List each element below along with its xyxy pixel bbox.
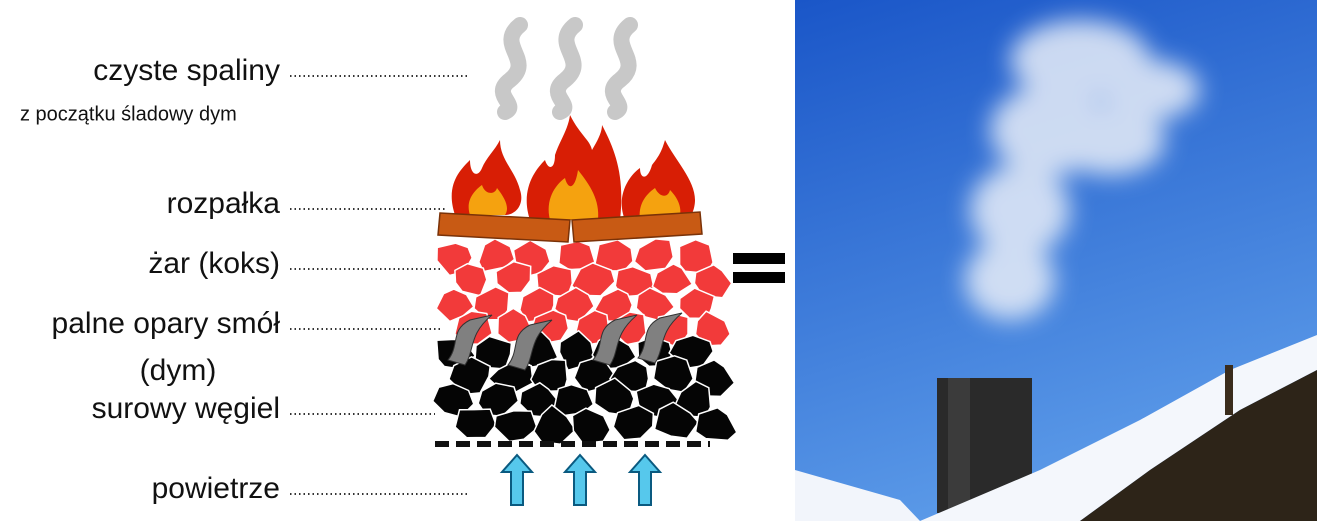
coal xyxy=(572,408,610,443)
coal xyxy=(494,411,537,442)
ember xyxy=(634,239,673,271)
label: (dym) xyxy=(140,354,217,387)
label: powietrze xyxy=(152,472,280,505)
coal xyxy=(455,409,496,438)
labels: czyste spaliny z początku śladowy dym ro… xyxy=(20,54,280,505)
label: surowy węgiel xyxy=(92,392,280,425)
label: rozpałka xyxy=(167,187,281,220)
flames xyxy=(452,115,695,220)
leader-lines xyxy=(290,76,470,494)
label: czyste spaliny xyxy=(93,54,280,87)
coal xyxy=(696,408,737,441)
label: żar (koks) xyxy=(148,247,280,280)
diagram: czyste spaliny z początku śladowy dym ro… xyxy=(0,0,1317,521)
photo xyxy=(795,0,1317,521)
smoke xyxy=(503,25,630,112)
equals-sign xyxy=(733,253,785,283)
label: palne opary smół xyxy=(52,307,281,340)
air-arrows xyxy=(502,455,660,505)
label: z początku śladowy dym xyxy=(20,103,237,125)
fuel-bed xyxy=(433,239,737,444)
